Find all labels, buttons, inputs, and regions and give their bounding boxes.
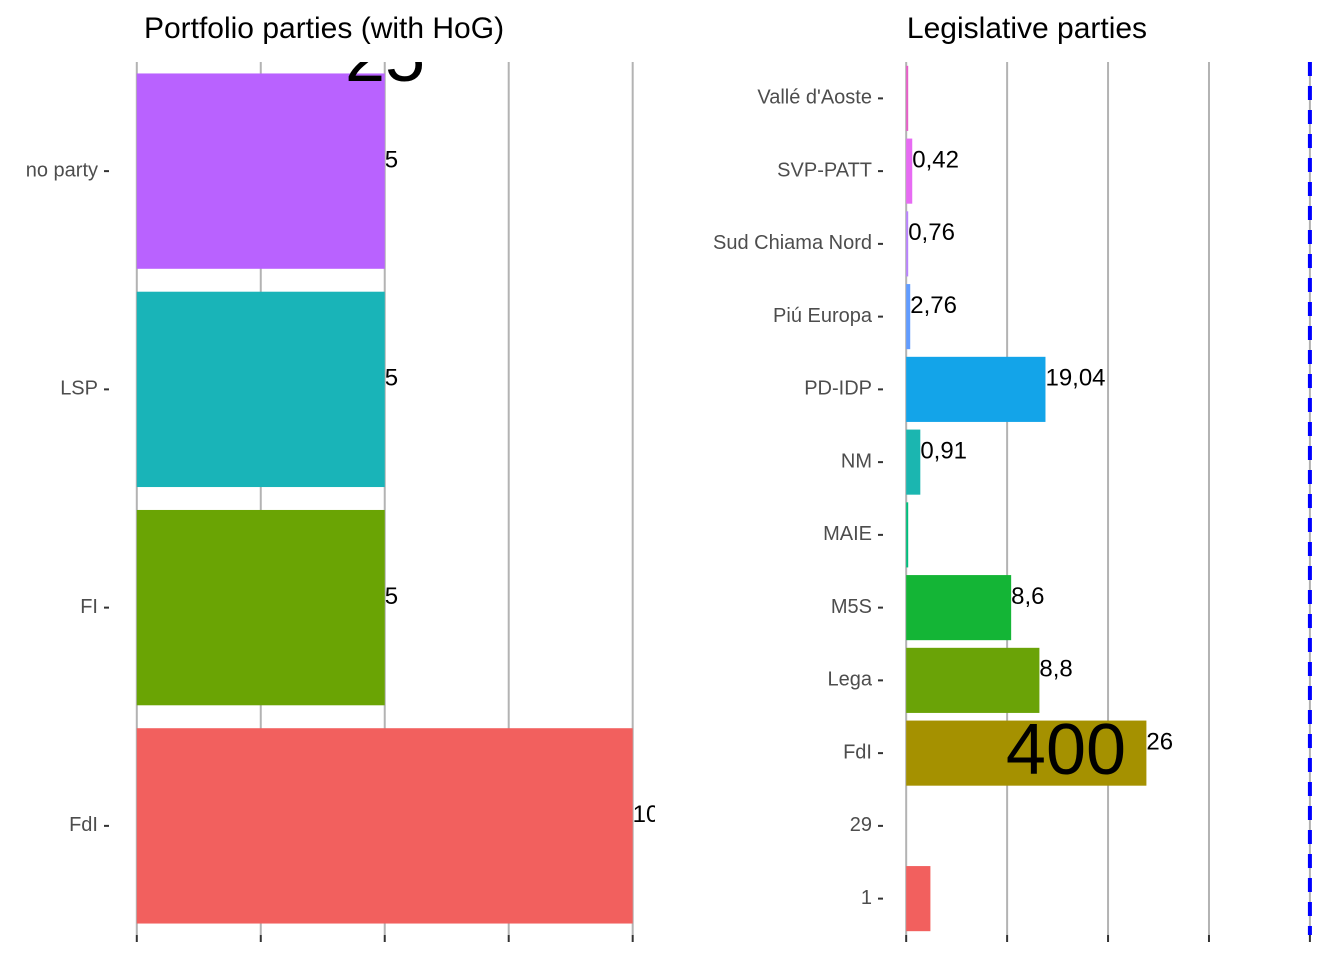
bar (906, 356, 1046, 422)
value-label: 10 (633, 801, 660, 828)
y-tick-label: MAIE (823, 523, 872, 545)
bar-label: 8,8 (1039, 656, 1072, 683)
bar (906, 720, 1147, 786)
bar (906, 647, 1040, 713)
y-tick-label: FdI (69, 814, 98, 836)
y-tick-label: NM (841, 450, 872, 472)
bar (906, 502, 909, 568)
bar-label: 26 (1146, 728, 1173, 755)
bar-label: 8,6 (1011, 583, 1044, 610)
value-label: 5 (385, 146, 398, 173)
bar (136, 291, 385, 488)
y-tick-label: Vallé d'Aoste (757, 87, 872, 109)
annotation: 25 (345, 17, 425, 97)
value-label: 5 (385, 583, 398, 610)
panel-title: Legislative parties (907, 12, 1147, 45)
bar (906, 575, 1012, 641)
y-tick-label: PD-IDP (804, 378, 872, 400)
y-tick-label: 1 (861, 887, 872, 909)
annotation: 400 (1006, 710, 1126, 790)
y-tick-label: 29 (850, 814, 872, 836)
y-tick-label: Piú Europa (773, 305, 873, 327)
bar (136, 728, 633, 924)
y-tick-label: SVP-PATT (777, 159, 872, 181)
bar (136, 509, 385, 706)
y-tick-label: FdI (843, 741, 872, 763)
y-tick-label: Sud Chiama Nord (713, 232, 872, 254)
y-tick-label: M5S (831, 596, 872, 618)
bar (906, 65, 909, 131)
bar (906, 138, 913, 204)
bar-label: 2,76 (910, 292, 957, 319)
bar (136, 73, 385, 269)
bar-label: 0,91 (920, 437, 967, 464)
bar (906, 284, 911, 350)
bar-label: 0,42 (912, 146, 959, 173)
bar (906, 866, 931, 932)
panel-title: Portfolio parties (with HoG) (144, 12, 504, 45)
bar-label: 0,76 (908, 219, 955, 246)
bar (906, 429, 921, 495)
value-label: 5 (385, 365, 398, 392)
y-tick-label: no party (26, 159, 98, 181)
y-tick-label: FI (80, 596, 98, 618)
y-tick-label: LSP (60, 378, 98, 400)
plot-area: 5 5 5 10 25 (135, 17, 660, 935)
bar-label: 19,04 (1045, 365, 1105, 392)
bar (906, 211, 909, 277)
plot-area: 0,42 0,76 2,76 19,04 0,91 8,6 8,8 26 400 (905, 62, 1312, 935)
y-tick-label: Lega (828, 669, 873, 691)
